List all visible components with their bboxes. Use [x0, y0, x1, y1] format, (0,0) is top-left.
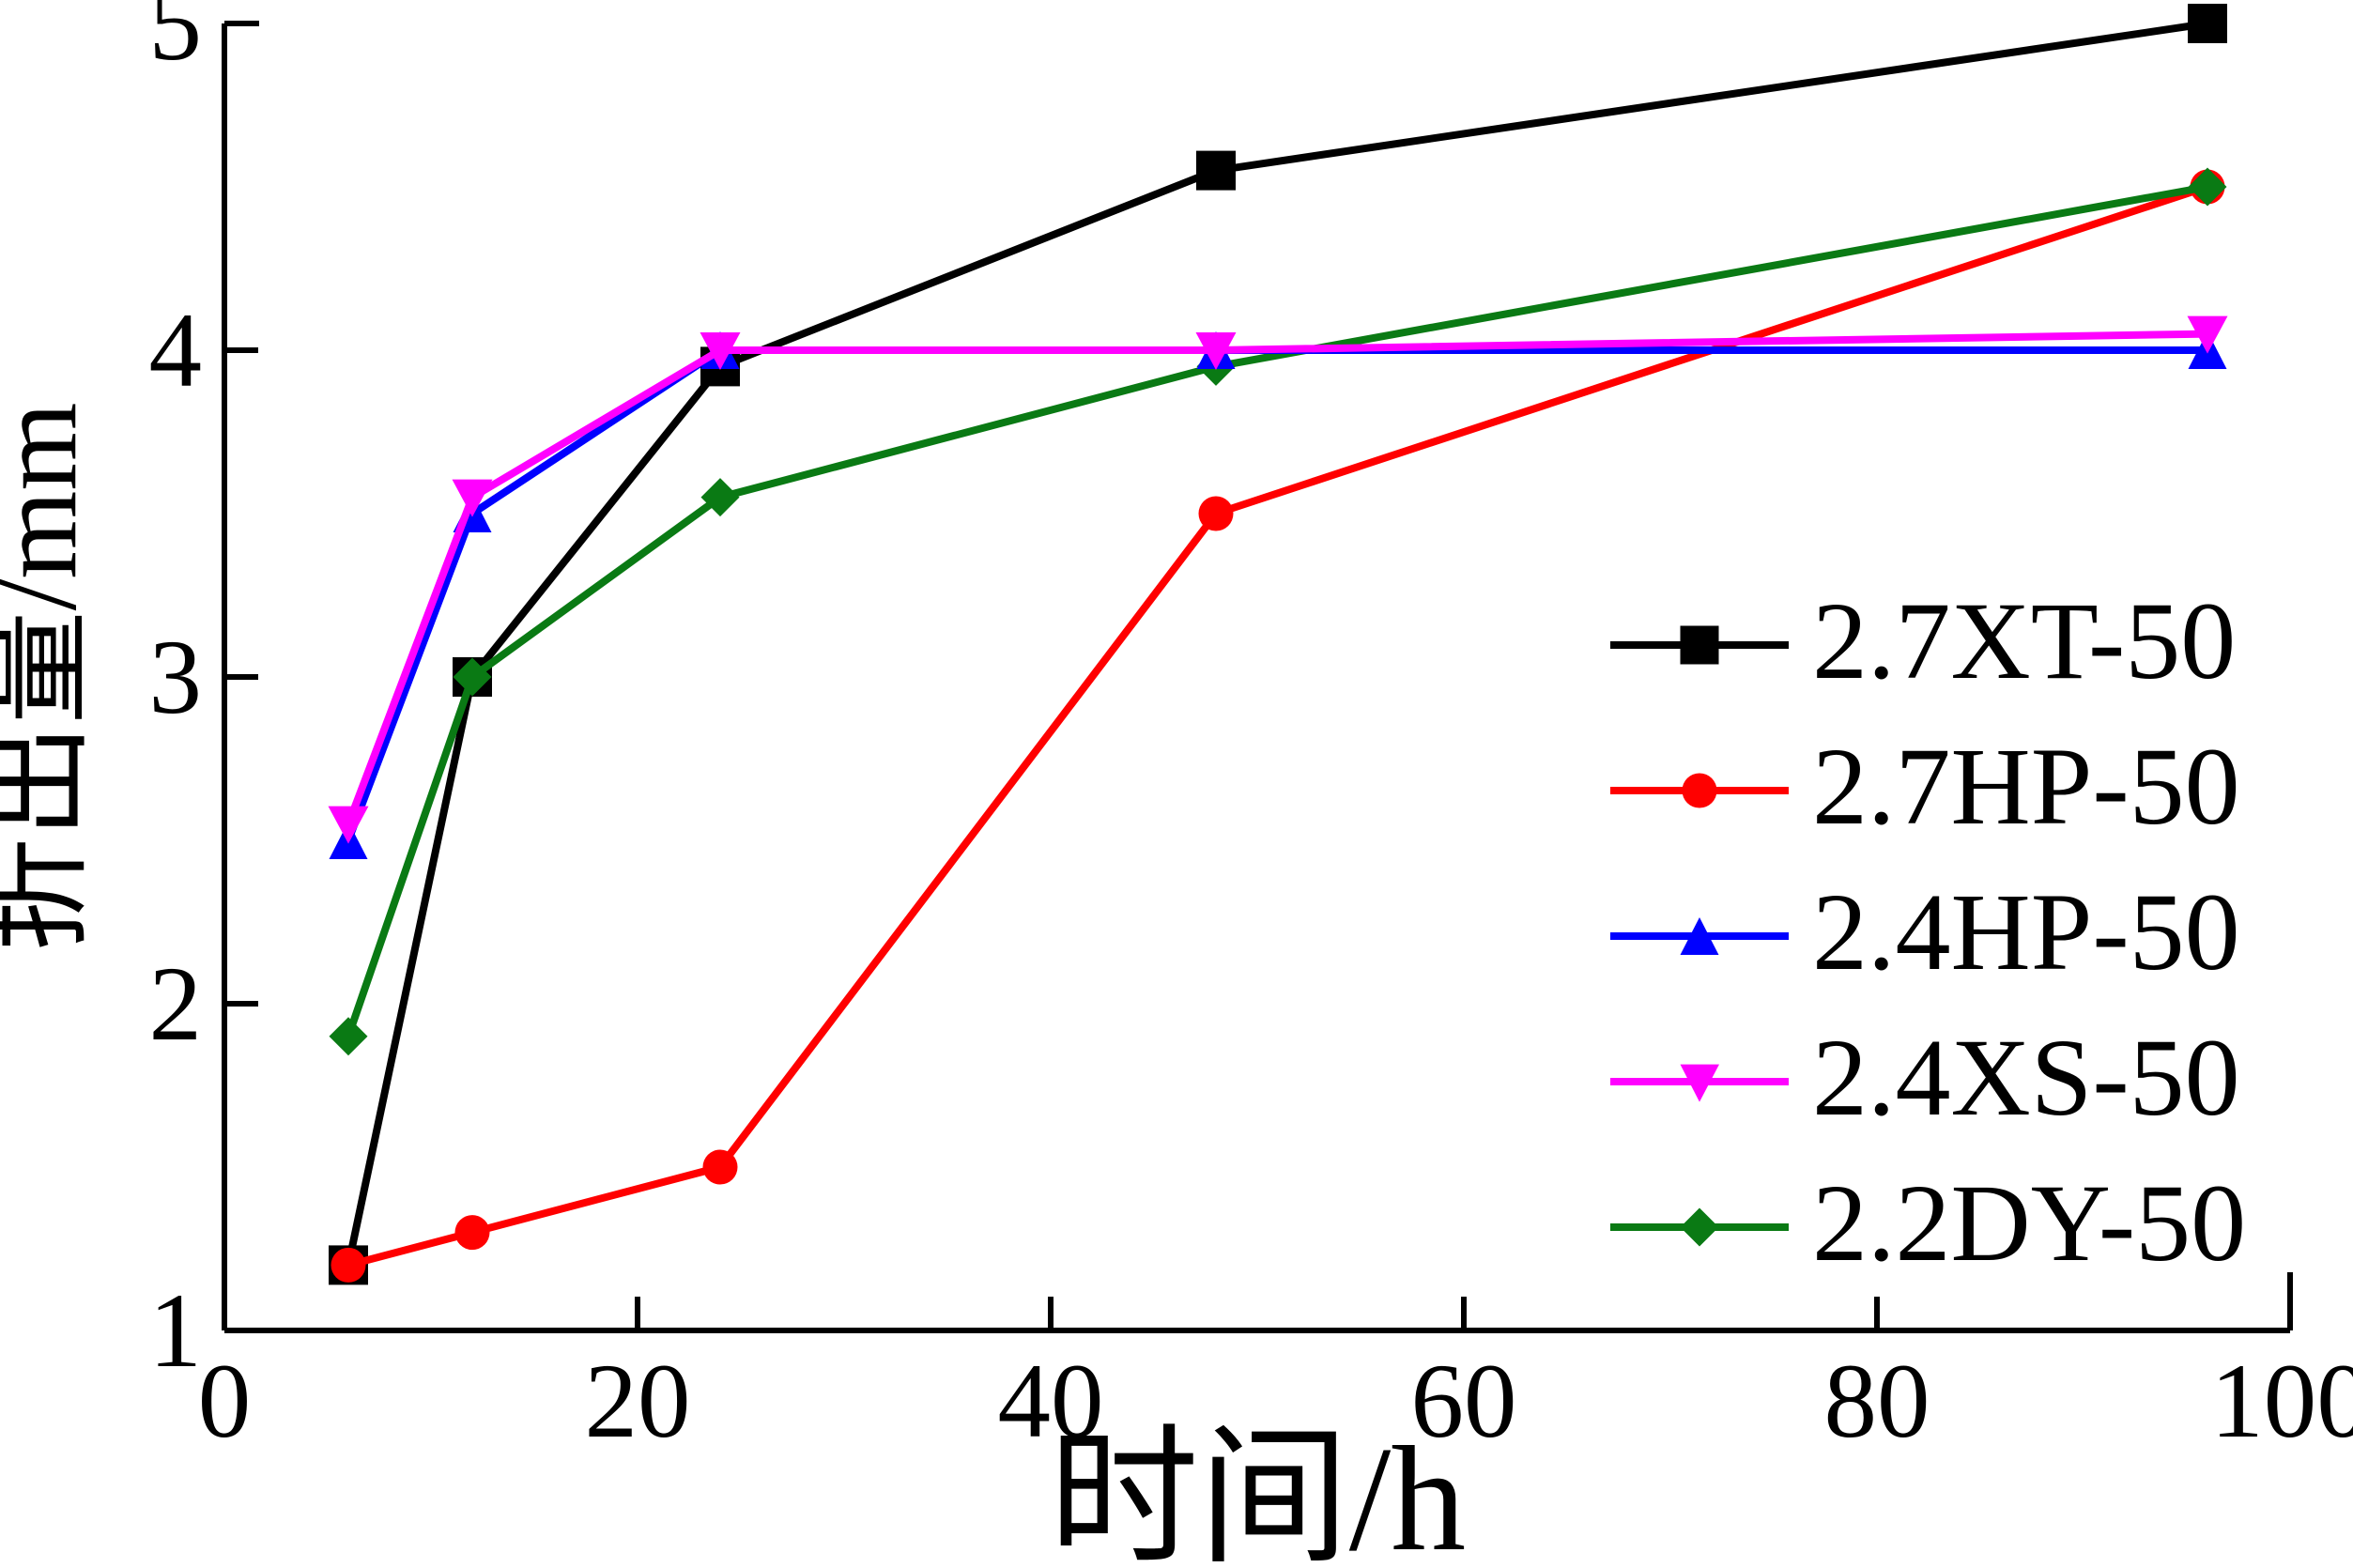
svg-text:4: 4	[149, 292, 203, 409]
svg-text:20: 20	[585, 1343, 691, 1460]
svg-text:2.4HP-50: 2.4HP-50	[1812, 870, 2240, 993]
svg-text:时间/h: 时间/h	[1049, 1415, 1466, 1563]
svg-text:2.7XT-50: 2.7XT-50	[1812, 579, 2236, 702]
svg-text:2.7HP-50: 2.7HP-50	[1812, 725, 2240, 848]
svg-text:80: 80	[1824, 1343, 1930, 1460]
svg-text:折出量/mm: 折出量/mm	[0, 403, 100, 952]
svg-text:2: 2	[149, 945, 203, 1063]
svg-text:0: 0	[198, 1343, 252, 1460]
svg-text:1: 1	[149, 1272, 203, 1390]
svg-text:3: 3	[149, 619, 203, 736]
svg-text:100: 100	[2210, 1343, 2353, 1460]
svg-text:2.4XS-50: 2.4XS-50	[1812, 1016, 2240, 1139]
svg-text:2.2DY-50: 2.2DY-50	[1812, 1161, 2246, 1284]
svg-text:5: 5	[149, 0, 203, 83]
